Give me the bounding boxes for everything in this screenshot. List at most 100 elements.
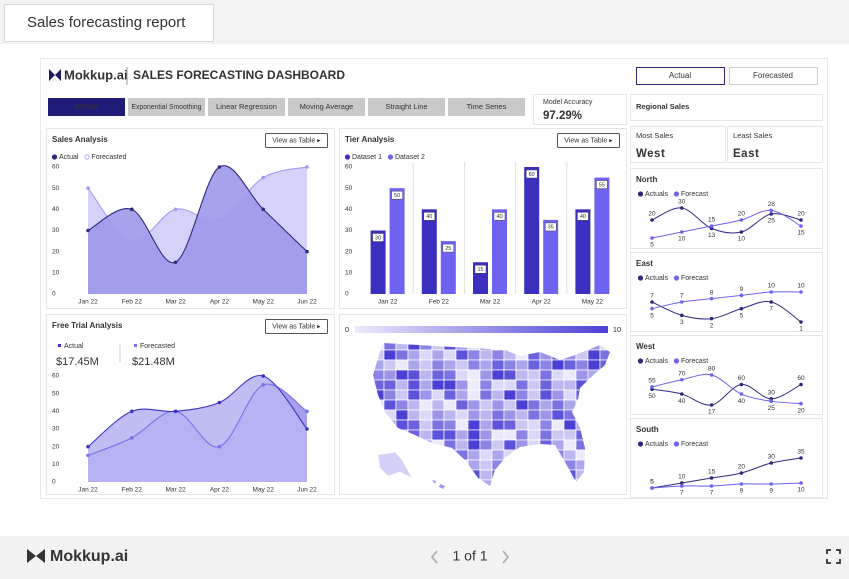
state bbox=[491, 379, 505, 391]
value-label: 80 bbox=[708, 366, 716, 373]
state bbox=[395, 359, 409, 371]
value-label: 7 bbox=[710, 490, 714, 497]
least-sales-label: Least Sales bbox=[733, 131, 772, 140]
state bbox=[455, 389, 469, 401]
y-tick-label: 30 bbox=[52, 227, 60, 234]
next-page[interactable] bbox=[502, 550, 510, 564]
toggle-forecasted-label[interactable]: Forecasted bbox=[753, 71, 793, 80]
view-table-label[interactable]: View as Table ▸ bbox=[272, 137, 321, 144]
state bbox=[383, 399, 397, 411]
value-label: 5 bbox=[740, 312, 744, 319]
most-sales-box bbox=[630, 126, 726, 163]
view-table-label[interactable]: View as Table ▸ bbox=[272, 323, 321, 330]
model-tab-label[interactable]: Exponential Smoothing bbox=[132, 102, 202, 111]
view-table-button[interactable] bbox=[265, 133, 328, 148]
model-tab-label[interactable]: Time Series bbox=[467, 102, 507, 111]
value-label: 3 bbox=[680, 319, 684, 326]
x-tick-label: May 22 bbox=[582, 299, 604, 306]
point bbox=[650, 486, 654, 490]
kpi-label: Forecasted bbox=[140, 343, 175, 350]
state bbox=[467, 389, 481, 401]
toggle-actual-label[interactable]: Actual bbox=[669, 71, 691, 80]
panel bbox=[630, 252, 823, 332]
value-label: 15 bbox=[708, 217, 716, 224]
x-tick-label: Jun 22 bbox=[297, 299, 317, 306]
state bbox=[419, 419, 433, 431]
model-tab[interactable] bbox=[288, 98, 365, 116]
state bbox=[539, 359, 553, 371]
point bbox=[261, 207, 266, 212]
fullscreen[interactable] bbox=[826, 549, 841, 564]
toggle-forecasted[interactable] bbox=[729, 67, 818, 85]
prev-page[interactable] bbox=[430, 550, 438, 564]
value-label: 40 bbox=[580, 214, 586, 220]
y-tick-label: 20 bbox=[345, 248, 353, 255]
state bbox=[479, 429, 493, 441]
state bbox=[407, 389, 421, 401]
y-tick-label: 50 bbox=[52, 185, 60, 192]
point bbox=[680, 313, 684, 318]
model-tab-label[interactable]: Moving Average bbox=[300, 102, 354, 111]
chart-title: Tier Analysis bbox=[345, 135, 395, 144]
toggle-actual[interactable] bbox=[636, 67, 725, 85]
state bbox=[407, 419, 421, 431]
value-label: 70 bbox=[678, 370, 686, 377]
point bbox=[709, 403, 714, 407]
report-tab-label[interactable]: Sales forecasting report bbox=[27, 14, 186, 31]
state bbox=[395, 349, 409, 361]
model-tab[interactable] bbox=[208, 98, 285, 116]
legend-marker bbox=[637, 275, 644, 281]
report-tab[interactable] bbox=[4, 4, 214, 42]
model-tab-label[interactable]: ARIMA bbox=[75, 102, 99, 111]
footer-brand: Mokkup.ai bbox=[50, 548, 128, 565]
mini-chart: West Actuals Forecast 50 40 17 60 30 60 55 70 80 40 2… bbox=[630, 335, 823, 416]
footer bbox=[0, 536, 849, 579]
point bbox=[261, 374, 266, 378]
model-tab-label[interactable]: Linear Regression bbox=[216, 102, 277, 111]
bar bbox=[524, 167, 540, 294]
panel bbox=[630, 335, 823, 415]
view-table-button[interactable] bbox=[265, 319, 328, 334]
point bbox=[86, 228, 90, 233]
value-label: 15 bbox=[477, 267, 483, 273]
model-tab[interactable] bbox=[128, 98, 205, 116]
point bbox=[217, 444, 222, 449]
y-tick-label: 20 bbox=[52, 443, 60, 450]
chart-title: West bbox=[636, 342, 655, 351]
state bbox=[455, 409, 469, 421]
value-label: 9 bbox=[769, 488, 773, 495]
legend-marker bbox=[673, 358, 680, 364]
state bbox=[407, 349, 421, 361]
point bbox=[217, 165, 222, 169]
state bbox=[551, 379, 565, 391]
view-table-button[interactable] bbox=[557, 133, 620, 148]
bar bbox=[370, 230, 386, 294]
state bbox=[383, 359, 397, 371]
state bbox=[419, 409, 433, 421]
x-tick-label: Mar 22 bbox=[165, 487, 186, 494]
model-tab[interactable] bbox=[48, 98, 125, 116]
model-tab-label[interactable]: Straight Line bbox=[385, 102, 427, 111]
legend-marker bbox=[637, 441, 644, 447]
point bbox=[799, 290, 803, 294]
model-tab[interactable] bbox=[368, 98, 445, 116]
point bbox=[680, 300, 684, 304]
state bbox=[491, 349, 505, 361]
point bbox=[173, 260, 178, 265]
value-label: 2 bbox=[710, 322, 714, 329]
value-label-box bbox=[391, 190, 403, 200]
least-sales-value: East bbox=[733, 148, 759, 160]
state bbox=[503, 379, 517, 391]
model-tab[interactable] bbox=[448, 98, 525, 116]
state bbox=[479, 459, 493, 471]
x-tick-label: May 22 bbox=[253, 299, 275, 306]
point bbox=[305, 165, 309, 169]
value-label: 50 bbox=[394, 193, 400, 199]
point bbox=[130, 207, 134, 212]
state bbox=[431, 409, 445, 421]
value-label: 60 bbox=[738, 375, 746, 382]
view-table-label[interactable]: View as Table ▸ bbox=[564, 137, 613, 144]
point bbox=[130, 409, 134, 414]
value-label: 15 bbox=[797, 230, 805, 237]
kpi-marker bbox=[134, 344, 137, 347]
